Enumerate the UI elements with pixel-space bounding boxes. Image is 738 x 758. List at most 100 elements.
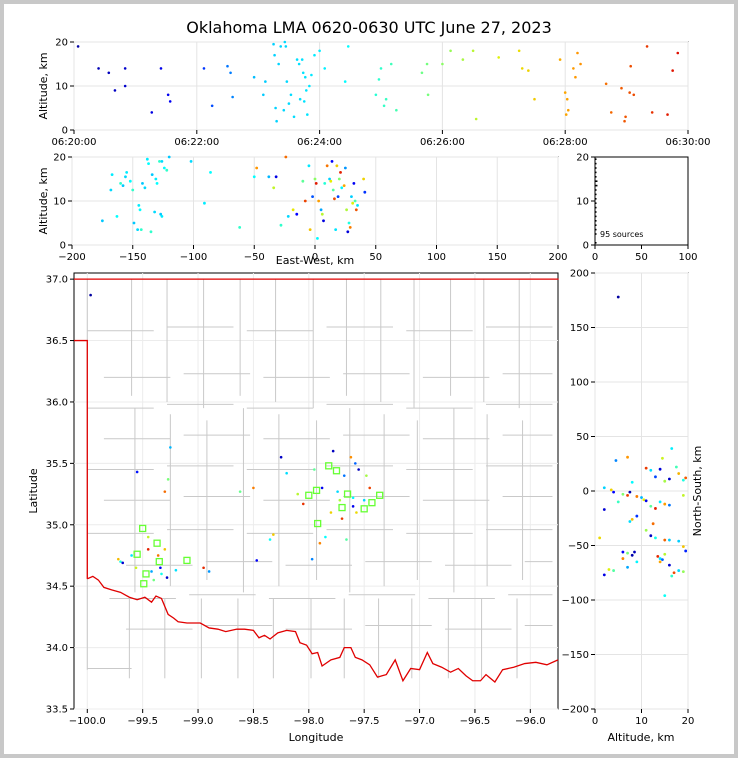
p4-lma-station (325, 462, 333, 470)
p5-source-point (670, 447, 674, 450)
p4-source-point (89, 293, 92, 297)
p2-source-point (121, 184, 125, 188)
p4-source-point (169, 446, 172, 449)
p1-source-point (623, 119, 626, 123)
p5-source-point (681, 478, 685, 482)
p2-source-point (252, 175, 256, 179)
p4-source-point (368, 486, 372, 490)
p5-source-point (661, 558, 664, 562)
p5-source-point (644, 528, 648, 532)
p1-source-point (620, 86, 623, 90)
p4-source-point (340, 517, 344, 520)
p1-source-point (497, 56, 500, 59)
p2-source-point (160, 160, 164, 163)
p3-xtick-label: 50 (635, 252, 648, 263)
p4-lma-station (376, 491, 384, 499)
p2-source-point (155, 182, 159, 185)
p4-source-point (354, 462, 357, 465)
p1-source-point (302, 100, 306, 103)
p4-source-point (160, 572, 163, 576)
p4-source-point (268, 538, 272, 541)
p1-source-point (471, 49, 475, 53)
p1-source-point (666, 113, 669, 116)
p1-ylabel: Altitude, km (37, 52, 50, 119)
p1-source-point (313, 53, 316, 57)
p5-source-point (612, 569, 615, 572)
p4-lma-station (343, 490, 352, 498)
p1-source-point (604, 82, 608, 86)
p1-source-point (272, 42, 275, 46)
p4-source-point (165, 576, 169, 579)
p5-xtick-label: 10 (635, 716, 648, 727)
p4-source-point (342, 474, 346, 477)
p4-source-point (238, 490, 242, 493)
p1-source-point (97, 67, 100, 70)
p1-source-point (474, 117, 478, 121)
p2-source-point (274, 175, 278, 179)
p2-source-point (109, 188, 113, 192)
p1-source-point (303, 75, 307, 79)
p5-xtick-label: 20 (682, 716, 695, 727)
p5-source-point (602, 508, 606, 511)
p1-ytick-label: 0 (62, 126, 68, 137)
p5-source-point (677, 539, 681, 543)
p2-source-point (325, 164, 329, 168)
p5-source-point (674, 465, 678, 469)
p5-source-point (626, 455, 629, 459)
p2-source-point (320, 212, 324, 216)
p4-source-point (207, 570, 211, 573)
p5-ytick-label: −200 (562, 705, 589, 716)
p1-source-point (275, 119, 278, 123)
p1-source-point (166, 93, 170, 97)
p5-ytick-label: 100 (570, 378, 589, 389)
p2-source-point (295, 212, 299, 216)
p1-source-point (576, 51, 579, 55)
p2-source-point (339, 171, 342, 174)
p1-xtick-label: 06:20:00 (52, 137, 97, 148)
p1-source-point (300, 58, 304, 61)
p2-xlabel: East-West, km (276, 254, 354, 267)
p2-source-point (158, 160, 161, 163)
p5-source-point (635, 560, 639, 564)
p4-source-point (318, 541, 322, 545)
p5-source-point (681, 493, 685, 497)
p5-source-point (626, 493, 629, 497)
p2-source-point (279, 223, 283, 227)
p4-lma-station (133, 550, 141, 558)
p5-source-point (644, 466, 648, 470)
p5-source-point (677, 472, 681, 475)
p5-xlabel: Altitude, km (607, 731, 674, 744)
p2-source-point (346, 230, 350, 234)
p5-source-point (649, 534, 653, 538)
p4-source-point (255, 559, 259, 562)
p1-source-point (297, 62, 301, 66)
p1-source-point (629, 64, 632, 68)
p5-source-point (612, 490, 615, 494)
p2-xtick-label: −100 (180, 252, 207, 263)
p4-source-point (313, 468, 316, 471)
p1-source-point (287, 102, 291, 105)
p1-source-point (579, 62, 582, 66)
p1-source-point (262, 93, 265, 97)
p1-source-point (282, 108, 286, 112)
p1-source-point (284, 45, 288, 48)
p4-source-point (345, 538, 348, 541)
p1-source-point (395, 108, 398, 112)
p5-ytick-label: −100 (562, 596, 589, 607)
p4-source-point (156, 554, 160, 557)
p2-source-point (124, 175, 127, 179)
p2-source-point (343, 166, 347, 170)
p2-xtick-label: 0 (312, 252, 318, 263)
p5-source-point (663, 479, 667, 483)
p4-source-point (152, 578, 156, 582)
p5-source-point (661, 456, 664, 460)
p1-source-point (624, 115, 627, 119)
p1-source-point (574, 75, 577, 79)
p1-source-point (426, 93, 430, 97)
p4-source-point (150, 570, 153, 573)
p2-source-point (313, 177, 317, 181)
p1-source-point (377, 78, 381, 81)
p2-source-point (149, 230, 153, 234)
p2-source-point (363, 190, 367, 194)
p1-source-point (231, 95, 234, 99)
